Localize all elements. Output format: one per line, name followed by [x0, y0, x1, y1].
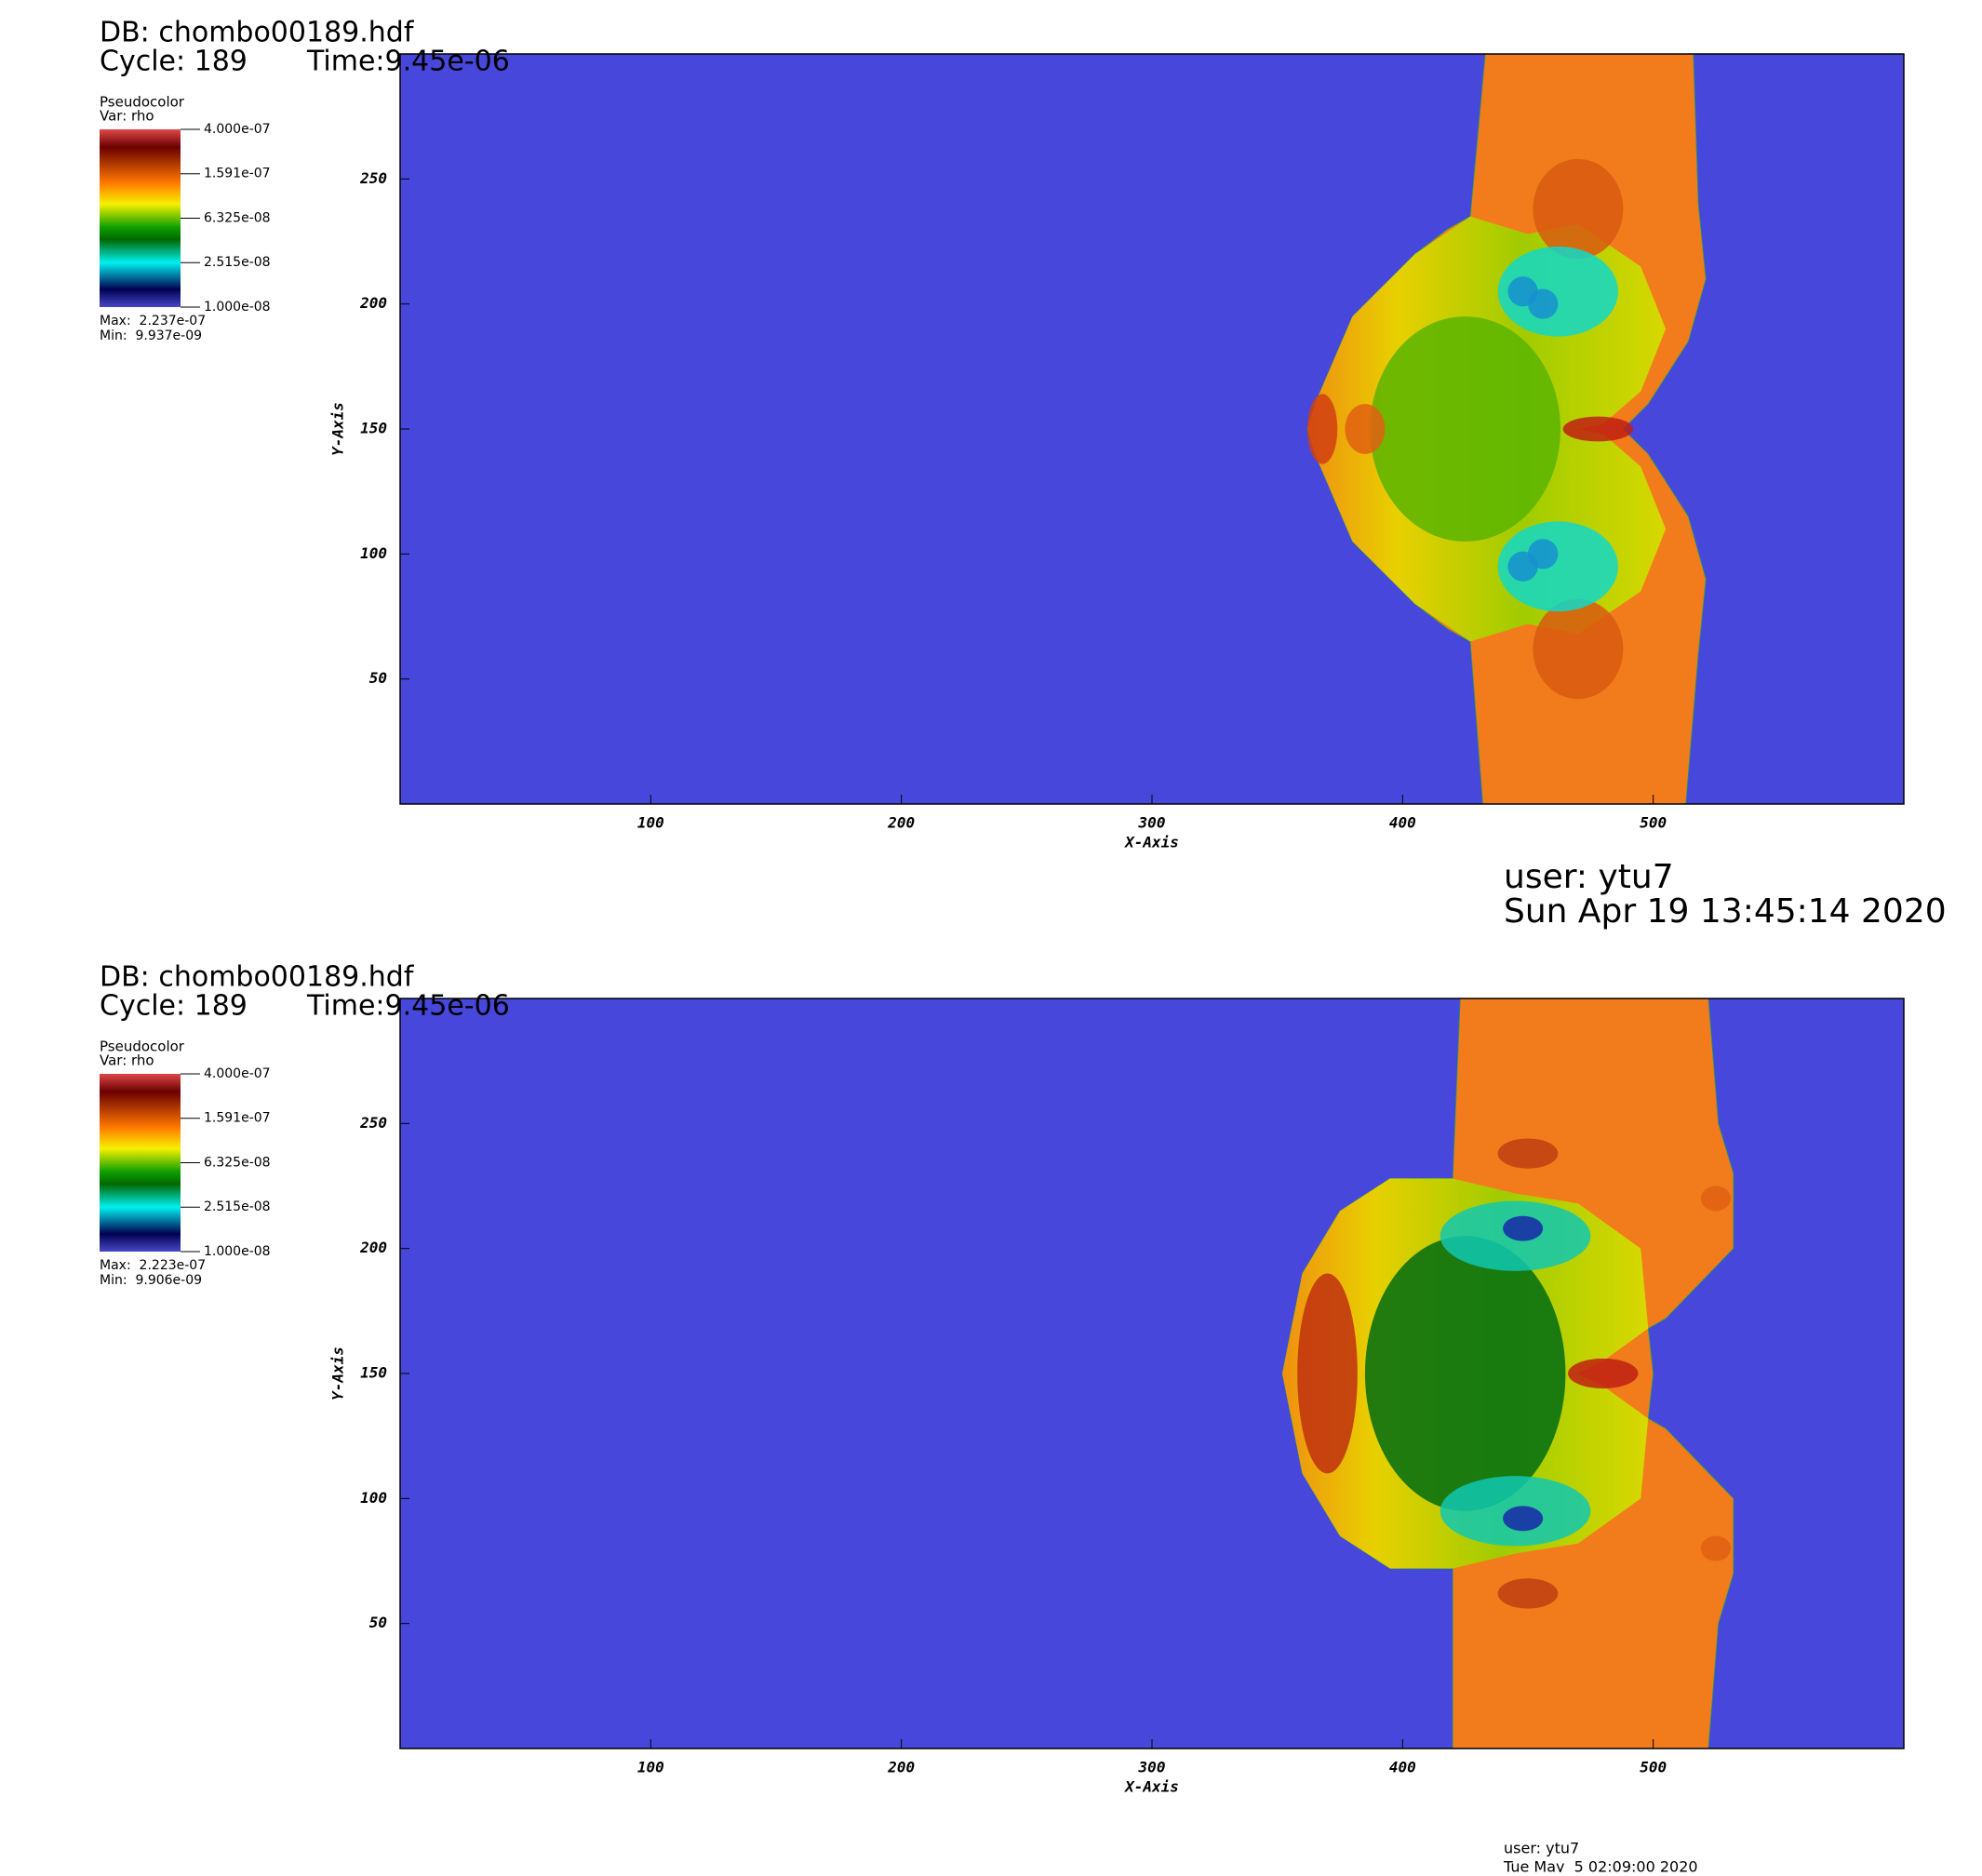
colorbar-tick-label: 6.325e-08	[204, 210, 271, 225]
y-tick-label: 250	[359, 1114, 387, 1132]
feature	[1306, 394, 1338, 464]
x-tick-label: 100	[637, 1759, 664, 1776]
feature	[1364, 1236, 1566, 1511]
x-axis-label: X-Axis	[1123, 834, 1179, 851]
y-tick-label: 50	[369, 1614, 387, 1631]
x-tick-label: 400	[1389, 1759, 1416, 1776]
colorbar-tick-label: 4.000e-07	[204, 1066, 271, 1081]
colorbar-tick-label: 2.515e-08	[204, 1199, 271, 1214]
feature	[1700, 1535, 1732, 1561]
field	[400, 998, 1904, 1749]
x-tick-label: 400	[1389, 814, 1416, 832]
feature	[1568, 1358, 1639, 1389]
feature	[1497, 246, 1618, 337]
y-tick-label: 150	[360, 1364, 387, 1382]
feature	[1503, 1506, 1544, 1532]
y-tick-label: 100	[360, 544, 387, 562]
x-tick-label: 200	[887, 1759, 915, 1776]
y-tick-label: 150	[360, 420, 387, 437]
feature	[1370, 316, 1561, 542]
max-label: Max: 2.223e-07	[100, 1258, 206, 1273]
legend-title: Pseudocolor	[100, 1038, 185, 1055]
legend-title: Pseudocolor	[100, 94, 185, 111]
db-label: DB: chombo00189.hdf	[100, 17, 415, 49]
x-axis-label: X-Axis	[1123, 1778, 1179, 1796]
colorbar-tick-label: 2.515e-08	[204, 255, 271, 270]
colorbar-tick-label: 1.591e-07	[204, 167, 271, 181]
feature	[1528, 288, 1559, 319]
max-label: Max: 2.237e-07	[100, 314, 206, 328]
min-label: Min: 9.906e-09	[100, 1273, 202, 1288]
date-label: Sun Apr 19 13:45:14 2020	[1504, 892, 1947, 931]
x-tick-label: 300	[1138, 1759, 1166, 1776]
colorbar-tick-label: 4.000e-07	[204, 122, 271, 137]
colorbar-tick-label: 1.000e-08	[204, 1244, 271, 1259]
x-tick-label: 500	[1640, 814, 1667, 832]
colorbar-tick-label: 6.325e-08	[204, 1155, 271, 1170]
y-axis-label: Y-Axis	[329, 1347, 347, 1400]
feature	[1497, 521, 1618, 612]
user-label: user: ytu7	[1504, 1840, 1579, 1857]
x-tick-label: 200	[887, 814, 915, 832]
feature	[1345, 404, 1386, 454]
min-label: Min: 9.937e-09	[100, 328, 202, 343]
cycle-label: Cycle: 189	[100, 46, 248, 78]
feature	[1700, 1186, 1732, 1212]
colorbar-tick-label: 1.000e-08	[204, 300, 271, 315]
y-tick-label: 200	[359, 294, 387, 312]
x-tick-label: 500	[1640, 1759, 1667, 1776]
colorbar-tick-label: 1.591e-07	[204, 1111, 271, 1126]
y-tick-label: 50	[369, 669, 387, 687]
colorbar	[100, 129, 181, 307]
y-axis-label: Y-Axis	[329, 402, 347, 456]
x-tick-label: 300	[1138, 814, 1166, 832]
feature	[1297, 1273, 1358, 1474]
feature	[1533, 598, 1624, 700]
y-tick-label: 200	[359, 1239, 387, 1256]
feature	[1528, 539, 1559, 570]
db-label: DB: chombo00189.hdf	[100, 961, 415, 994]
feature	[1497, 1138, 1559, 1169]
date-label: Tue May 5 02:09:00 2020	[1503, 1858, 1698, 1873]
user-label: user: ytu7	[1504, 858, 1674, 896]
cycle-label: Cycle: 189	[100, 990, 248, 1023]
legend-var: Var: rho	[100, 108, 154, 125]
time-label: Time:9.45e-06	[306, 46, 510, 78]
time-label: Time:9.45e-06	[306, 990, 510, 1023]
y-tick-label: 250	[359, 169, 387, 187]
colorbar	[100, 1074, 181, 1252]
feature	[1503, 1215, 1544, 1241]
feature	[1562, 416, 1634, 442]
legend-var: Var: rho	[100, 1052, 154, 1069]
feature	[1533, 158, 1624, 260]
field	[400, 54, 1904, 804]
x-tick-label: 100	[637, 814, 664, 832]
y-tick-label: 100	[360, 1489, 387, 1507]
feature	[1497, 1578, 1559, 1609]
